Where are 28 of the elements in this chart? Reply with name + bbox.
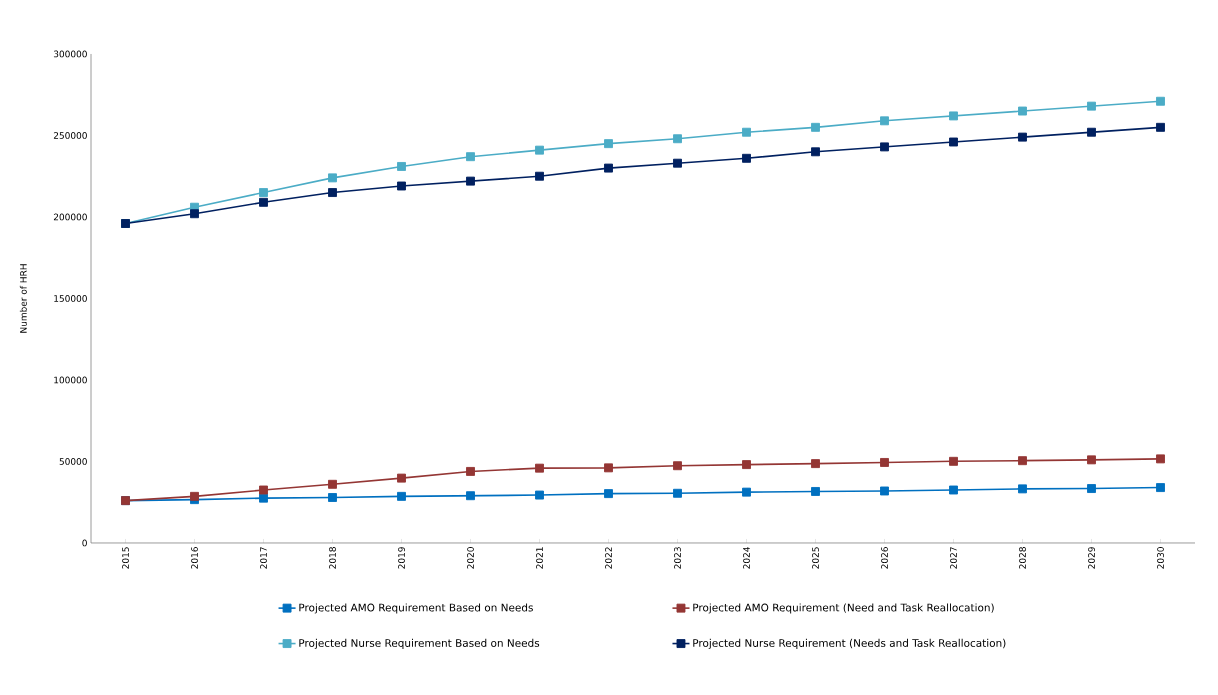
x-tick-label: 2029	[1088, 547, 1095, 569]
x-tick-label: 2021	[536, 547, 543, 569]
x-tick-label: 2023	[674, 547, 681, 569]
legend-label: Projected AMO Requirement Based on Needs	[299, 603, 533, 614]
legend-label: Projected Nurse Requirement Based on Needs	[299, 638, 540, 649]
y-axis-title: Number of HRH	[19, 264, 27, 333]
y-tick-label: 300000	[53, 50, 87, 58]
y-tick-label: 100000	[54, 376, 87, 384]
x-tick-label: 2030	[1157, 547, 1164, 569]
y-tick-label: 50000	[59, 458, 87, 465]
x-tick-label: 2024	[743, 547, 750, 569]
y-tick-label: 250000	[53, 132, 87, 139]
x-tick-label: 2026	[881, 547, 888, 569]
x-tick-label: 2025	[812, 547, 819, 569]
x-tick-label: 2015	[122, 547, 129, 569]
x-tick-label: 2016	[191, 547, 198, 569]
x-tick-label: 2022	[605, 547, 612, 569]
x-tick-label: 2018	[329, 547, 336, 569]
x-tick-label: 2017	[260, 547, 267, 569]
x-tick-label: 2019	[398, 547, 405, 569]
y-tick-label: 200000	[53, 213, 87, 221]
y-tick-label: 0	[82, 539, 87, 547]
legend-label: Projected AMO Requirement (Need and Task Reallocation)	[693, 603, 994, 614]
x-tick-label: 2027	[950, 547, 957, 569]
legend-label: Projected Nurse Requirement (Needs and Task Reallocation)	[693, 638, 1006, 649]
x-tick-label: 2020	[467, 547, 474, 569]
x-tick-label: 2028	[1019, 547, 1026, 569]
y-tick-label: 150000	[54, 295, 87, 302]
